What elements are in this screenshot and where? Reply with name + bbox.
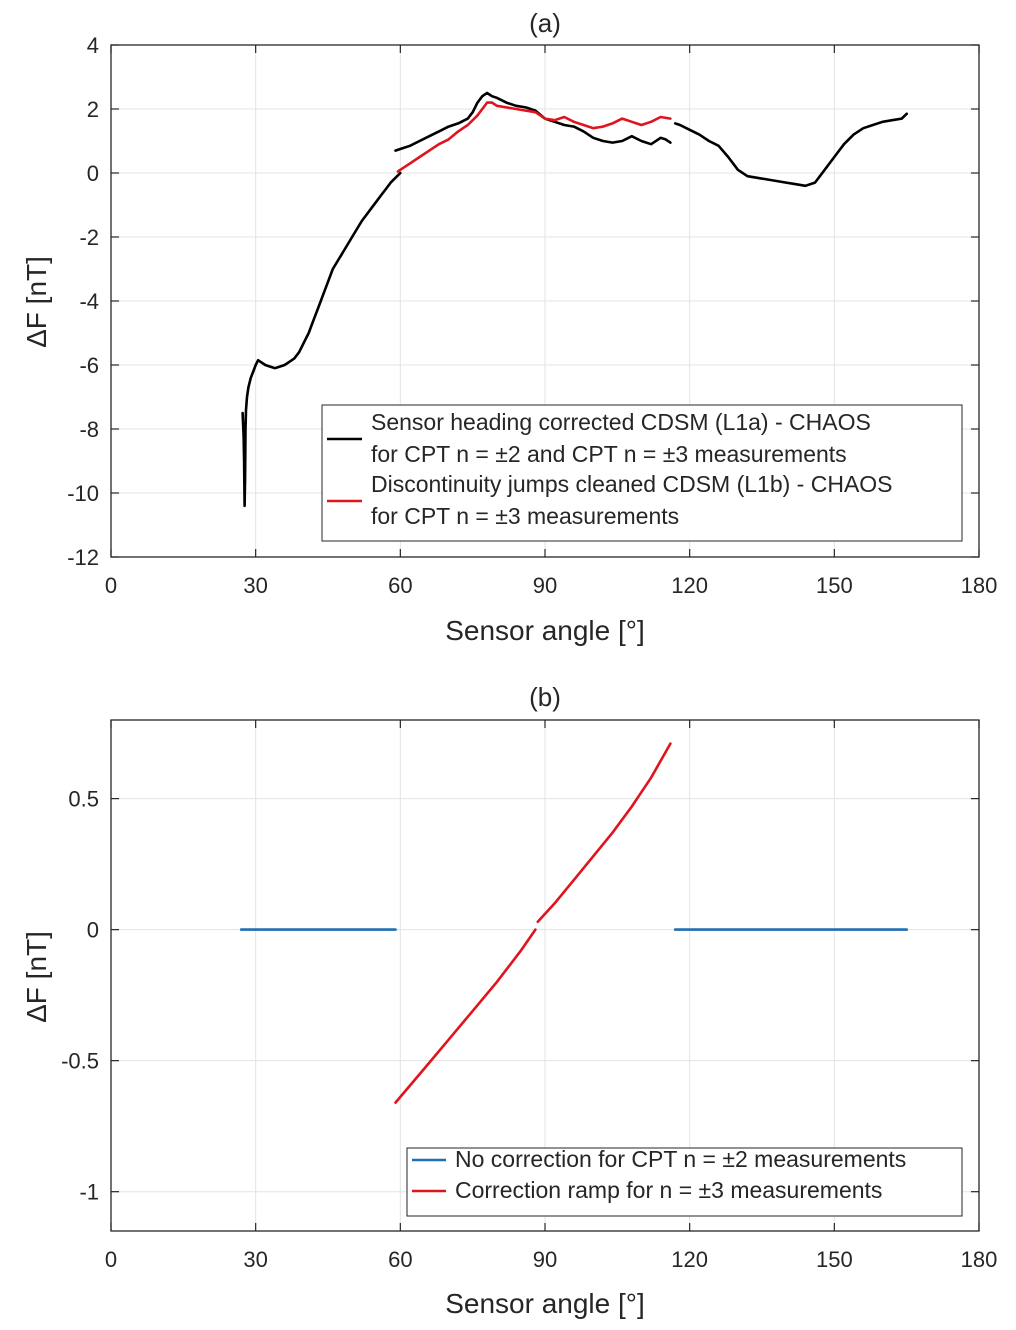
x-tick-label: 150 xyxy=(816,1247,853,1272)
y-axis-label: ΔF [nT] xyxy=(21,931,52,1023)
series-line xyxy=(241,171,402,508)
legend-label: Sensor heading corrected CDSM (L1a) - CH… xyxy=(371,409,871,435)
x-tick-label: 0 xyxy=(105,573,117,598)
chart-title: (a) xyxy=(529,8,561,38)
series-line xyxy=(394,928,537,1104)
series-line xyxy=(536,742,672,924)
y-tick-label: -10 xyxy=(67,481,99,506)
legend-label: for CPT n = ±2 and CPT n = ±3 measuremen… xyxy=(371,441,847,467)
x-tick-label: 150 xyxy=(816,573,853,598)
x-tick-label: 60 xyxy=(388,573,412,598)
x-tick-label: 60 xyxy=(388,1247,412,1272)
x-tick-label: 180 xyxy=(961,1247,998,1272)
x-axis-label: Sensor angle [°] xyxy=(445,1288,645,1319)
y-tick-label: 2 xyxy=(87,97,99,122)
y-tick-label: -8 xyxy=(79,417,99,442)
chart-title: (b) xyxy=(529,682,561,712)
series-line xyxy=(396,101,672,173)
x-tick-label: 30 xyxy=(243,573,267,598)
legend-box xyxy=(321,404,963,542)
legend-box xyxy=(406,1147,963,1217)
y-tick-label: 4 xyxy=(87,33,99,58)
legend-label: for CPT n = ±3 measurements xyxy=(371,503,679,529)
legend-label: Discontinuity jumps cleaned CDSM (L1b) -… xyxy=(371,471,893,497)
panel-a: 0 30 60 90 120 150 180 -12 -10 -8 -6 -4 -2 0 2 4 Sensor … xyxy=(21,8,997,646)
y-tick-label: 0.5 xyxy=(68,787,99,812)
legend-label: Correction ramp for n = ±3 measurements xyxy=(455,1177,882,1203)
series-line xyxy=(673,112,909,188)
y-tick-label: -1 xyxy=(79,1180,99,1205)
y-tick-label: 0 xyxy=(87,161,99,186)
y-tick-label: -2 xyxy=(79,225,99,250)
x-axis-label: Sensor angle [°] xyxy=(445,615,645,646)
x-tick-label: 120 xyxy=(671,573,708,598)
x-tick-label: 90 xyxy=(533,1247,557,1272)
x-tick-label: 180 xyxy=(961,573,998,598)
y-tick-label: -12 xyxy=(67,545,99,570)
x-tick-label: 0 xyxy=(105,1247,117,1272)
x-tick-label: 30 xyxy=(243,1247,267,1272)
y-tick-label: -4 xyxy=(79,289,99,314)
y-tick-label: 0 xyxy=(87,918,99,943)
panel-b: 0 30 60 90 120 150 180 -1 -0.5 0 0.5 No correction … xyxy=(21,682,997,1319)
y-tick-label: -0.5 xyxy=(61,1049,99,1074)
y-tick-label: -6 xyxy=(79,353,99,378)
x-tick-label: 90 xyxy=(533,573,557,598)
legend: No correction for CPT n = ±2 measurement… xyxy=(406,1146,963,1217)
legend-label: No correction for CPT n = ±2 measurement… xyxy=(455,1146,906,1172)
legend: Sensor heading corrected CDSM (L1a) - CH… xyxy=(321,404,963,542)
y-axis-label: ΔF [nT] xyxy=(21,256,52,348)
x-tick-label: 120 xyxy=(671,1247,708,1272)
series-line xyxy=(394,91,672,152)
